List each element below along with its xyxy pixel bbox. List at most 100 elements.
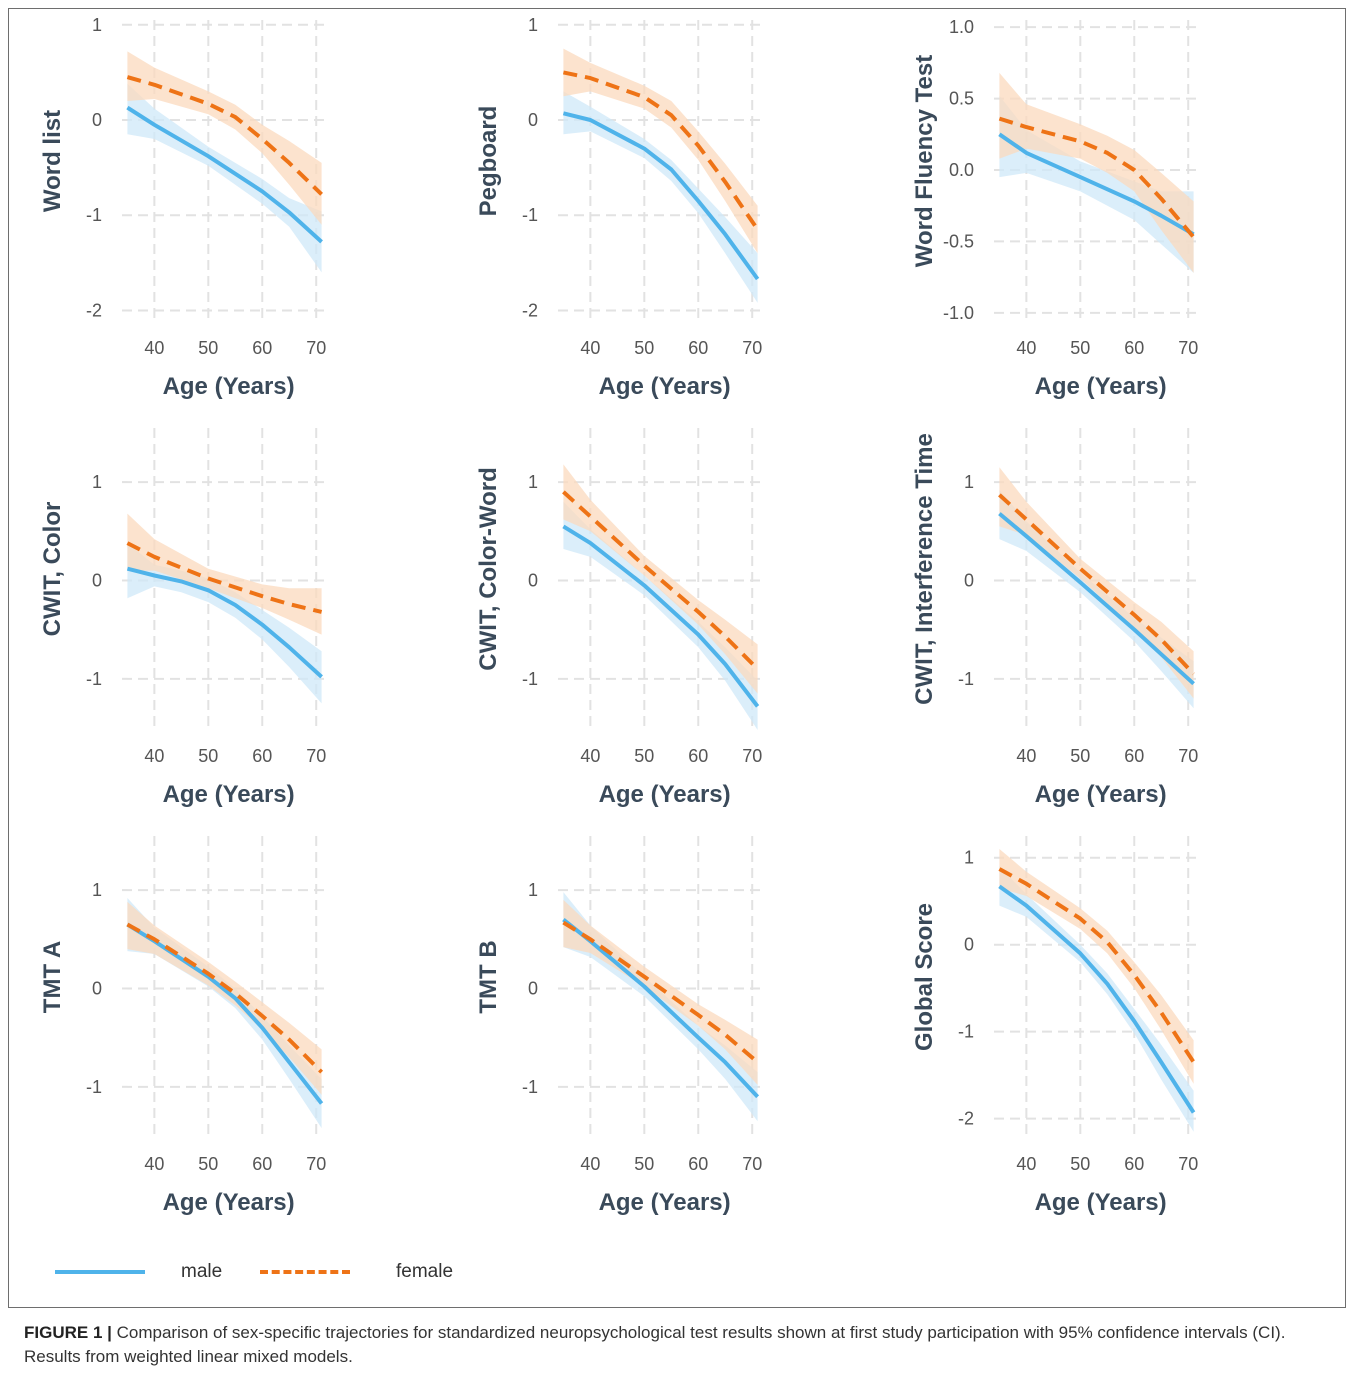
y-axis-label: Word Fluency Test [911,55,938,267]
panel-1: 40 50 60 70 1 0 -1 -2 Age (Years) Word list [39,15,327,400]
x-axis-label: Age (Years) [1035,373,1167,400]
y-tick-label: -2 [958,1109,974,1129]
x-axis-label: Age (Years) [599,781,731,808]
y-tick-label: -1 [86,1077,102,1097]
x-tick-label: 50 [198,746,218,766]
y-tick-label: 0 [528,570,538,590]
panel-3: 40 50 60 70 1.0 0.5 0.0 -0.5 -1.0 Age (Years) Word… [911,17,1199,400]
y-tick-label: 0 [528,978,538,998]
ci-band-female [563,464,758,694]
y-tick-label: 0 [964,570,974,590]
y-tick-label: -1 [522,205,538,225]
x-tick-label: 50 [198,1154,218,1174]
panel-4: 40 50 60 70 1 0 -1 Age (Years) CWIT, Color [39,428,327,808]
x-tick-label: 60 [1124,1154,1144,1174]
y-tick-label: 0 [528,110,538,130]
y-axis-label: Pegboard [475,106,502,217]
ci-band-female [127,901,322,1095]
x-tick-label: 40 [1016,746,1036,766]
ci-band-male [563,91,758,303]
legend-label-male: male [181,1261,223,1282]
x-tick-label: 70 [742,746,762,766]
panel-6: 40 50 60 70 1 0 -1 Age (Years) CWIT, Interferenc… [911,428,1199,808]
y-tick-label: 1 [964,848,974,868]
y-tick-label: -1 [958,669,974,689]
panel-2: 40 50 60 70 1 0 -1 -2 Age (Years) Pegboard [475,15,763,400]
figure-caption: FIGURE 1 | Comparison of sex-specific tr… [24,1321,1342,1369]
series-line-female [562,490,760,671]
y-tick-label: 0.5 [949,89,974,109]
series-line-male [126,105,323,244]
y-tick-label: -0.5 [943,231,974,251]
y-tick-label: 1 [528,880,538,900]
series-line-male [126,566,323,679]
y-tick-label: -1 [522,1077,538,1097]
x-tick-label: 70 [742,338,762,358]
series-line-male [562,524,760,708]
x-tick-label: 60 [688,1154,708,1174]
x-tick-label: 60 [688,746,708,766]
y-tick-label: 1.0 [949,17,974,37]
x-tick-label: 50 [634,746,654,766]
ci-band-female [563,48,758,254]
x-tick-label: 40 [144,338,164,358]
caption-label: FIGURE 1 | [24,1323,112,1342]
ci-band-male [563,501,758,730]
x-axis-label: Age (Years) [163,1189,295,1216]
figure-frame [8,8,1346,1308]
x-tick-label: 50 [1070,338,1090,358]
series-line-female [126,75,323,196]
y-tick-label: 1 [528,472,538,492]
y-axis-label: CWIT, Color [39,502,66,637]
ci-band-female [563,899,758,1085]
x-tick-label: 40 [580,1154,600,1174]
x-tick-label: 60 [688,338,708,358]
x-axis-label: Age (Years) [163,781,295,808]
y-tick-label: 1 [92,15,102,35]
panel-8: 40 50 60 70 1 0 -1 Age (Years) TMT B [475,836,763,1216]
x-tick-label: 40 [144,1154,164,1174]
series-line-female [562,70,760,231]
y-tick-label: 0.0 [949,160,974,180]
x-tick-label: 70 [306,338,326,358]
y-axis-label: CWIT, Color-Word [475,467,502,671]
x-tick-label: 40 [1016,1154,1036,1174]
y-tick-label: 1 [528,15,538,35]
x-tick-label: 70 [306,746,326,766]
panel-7: 40 50 60 70 1 0 -1 Age (Years) TMT A [39,836,327,1216]
x-tick-label: 40 [144,746,164,766]
ci-band-male [127,83,322,273]
x-tick-label: 60 [1124,338,1144,358]
x-tick-label: 40 [580,746,600,766]
legend-swatch-female [260,1270,350,1274]
ci-band-male [127,543,322,704]
x-tick-label: 50 [1070,1154,1090,1174]
x-tick-label: 70 [742,1154,762,1174]
y-tick-label: 0 [92,978,102,998]
ci-band-female [127,513,322,635]
legend-item-female: female [260,1255,453,1289]
x-tick-label: 50 [198,338,218,358]
x-axis-label: Age (Years) [599,1189,731,1216]
x-tick-label: 50 [1070,746,1090,766]
x-tick-label: 70 [306,1154,326,1174]
y-tick-label: -2 [522,300,538,320]
y-tick-label: -1.0 [943,303,974,323]
x-tick-label: 40 [580,338,600,358]
ci-band-female [999,467,1194,699]
series-line-male [998,884,1196,1114]
series-line-male [998,512,1195,686]
series-line-female [998,867,1196,1064]
x-tick-label: 60 [252,1154,272,1174]
y-axis-label: Global Score [911,903,938,1051]
y-tick-label: -1 [86,205,102,225]
y-tick-label: 0 [92,110,102,130]
legend-swatch-male [55,1270,145,1274]
y-tick-label: 0 [92,570,102,590]
y-axis-label: CWIT, Interference Time [911,433,938,705]
ci-band-male [999,866,1194,1132]
series-line-female [998,493,1196,676]
ci-band-female [999,72,1194,273]
x-axis-label: Age (Years) [599,373,731,400]
x-tick-label: 50 [634,338,654,358]
